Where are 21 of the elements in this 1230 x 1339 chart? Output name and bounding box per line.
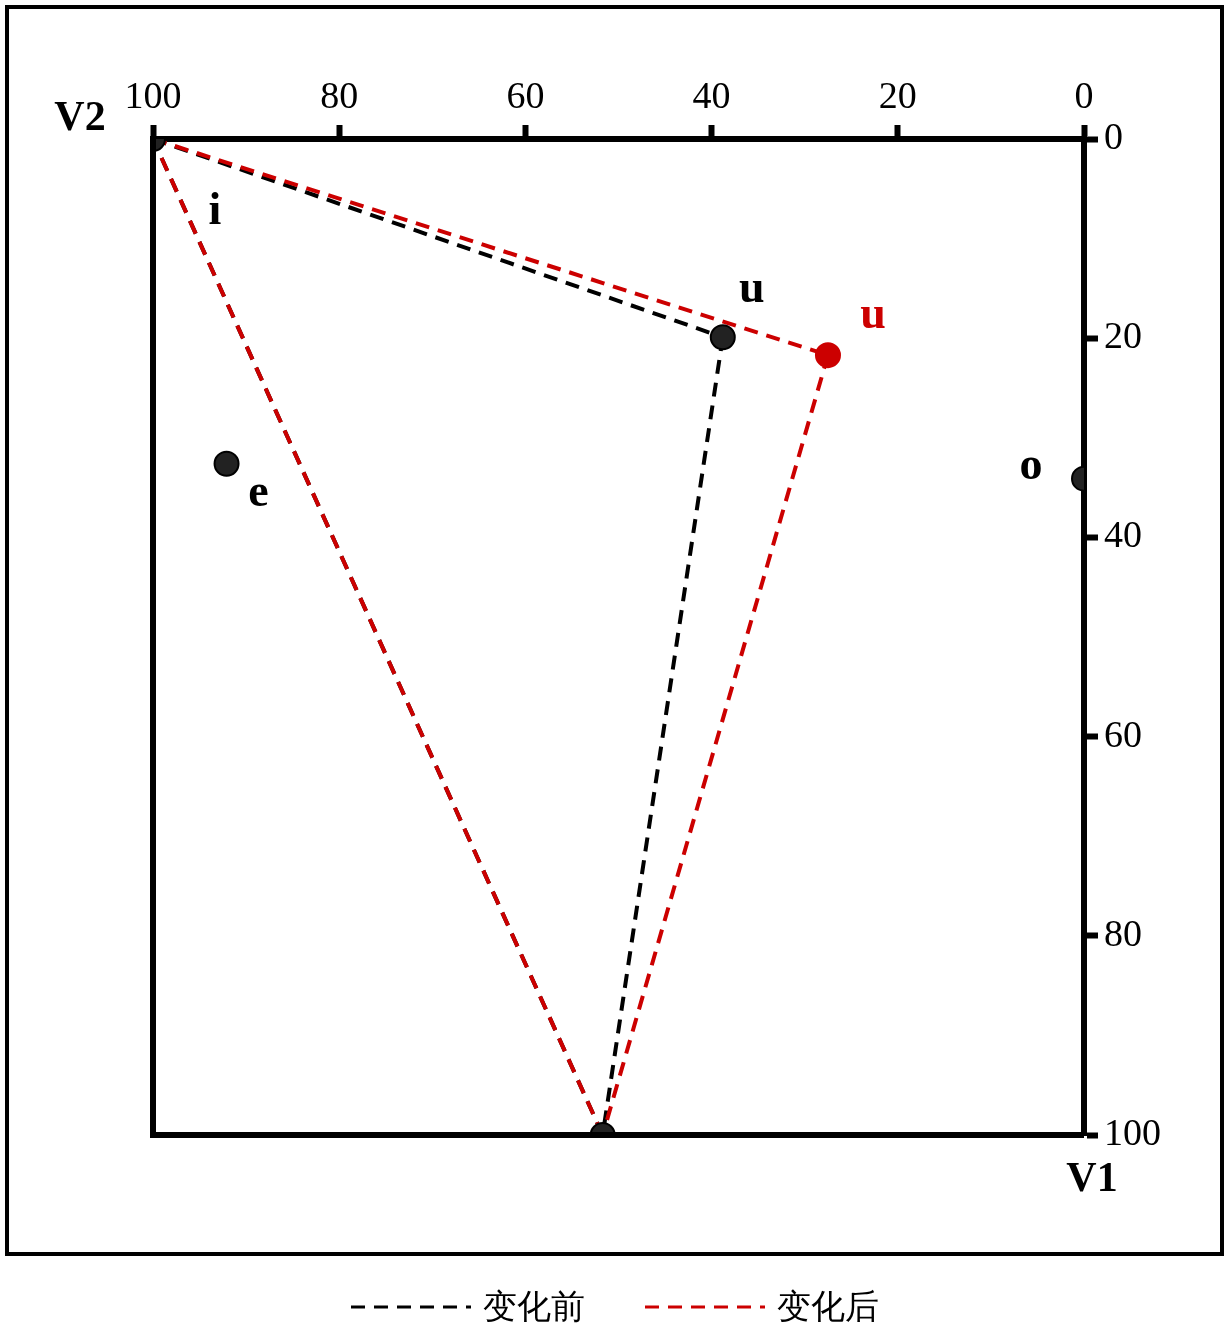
x-tick-label: 20 [878,74,917,117]
annotation: u [738,261,765,313]
legend-label: 变化后 [777,1287,879,1327]
annotation: o [1019,437,1043,489]
y-tick-label: 100 [1104,1110,1161,1153]
x-tick-label: 80 [320,74,359,117]
y-tick-label: 40 [1104,513,1142,556]
x-tick-label: 60 [506,74,545,117]
x-tick-label: 0 [1074,74,1094,117]
legend-label: 变化前 [483,1287,585,1327]
y-tick-label: 60 [1104,712,1142,755]
y-axis-title: V1 [1066,1153,1118,1200]
y-tick-label: 80 [1104,911,1142,954]
annotation: e [248,464,269,516]
x-tick-label: 40 [692,74,731,117]
annotation: u [860,287,886,339]
y-tick-label: 20 [1104,314,1142,357]
x-axis-title: V2 [54,92,106,139]
y-tick-label: 0 [1104,114,1123,157]
x-tick-label: 100 [124,74,182,117]
annotation: i [208,182,222,234]
